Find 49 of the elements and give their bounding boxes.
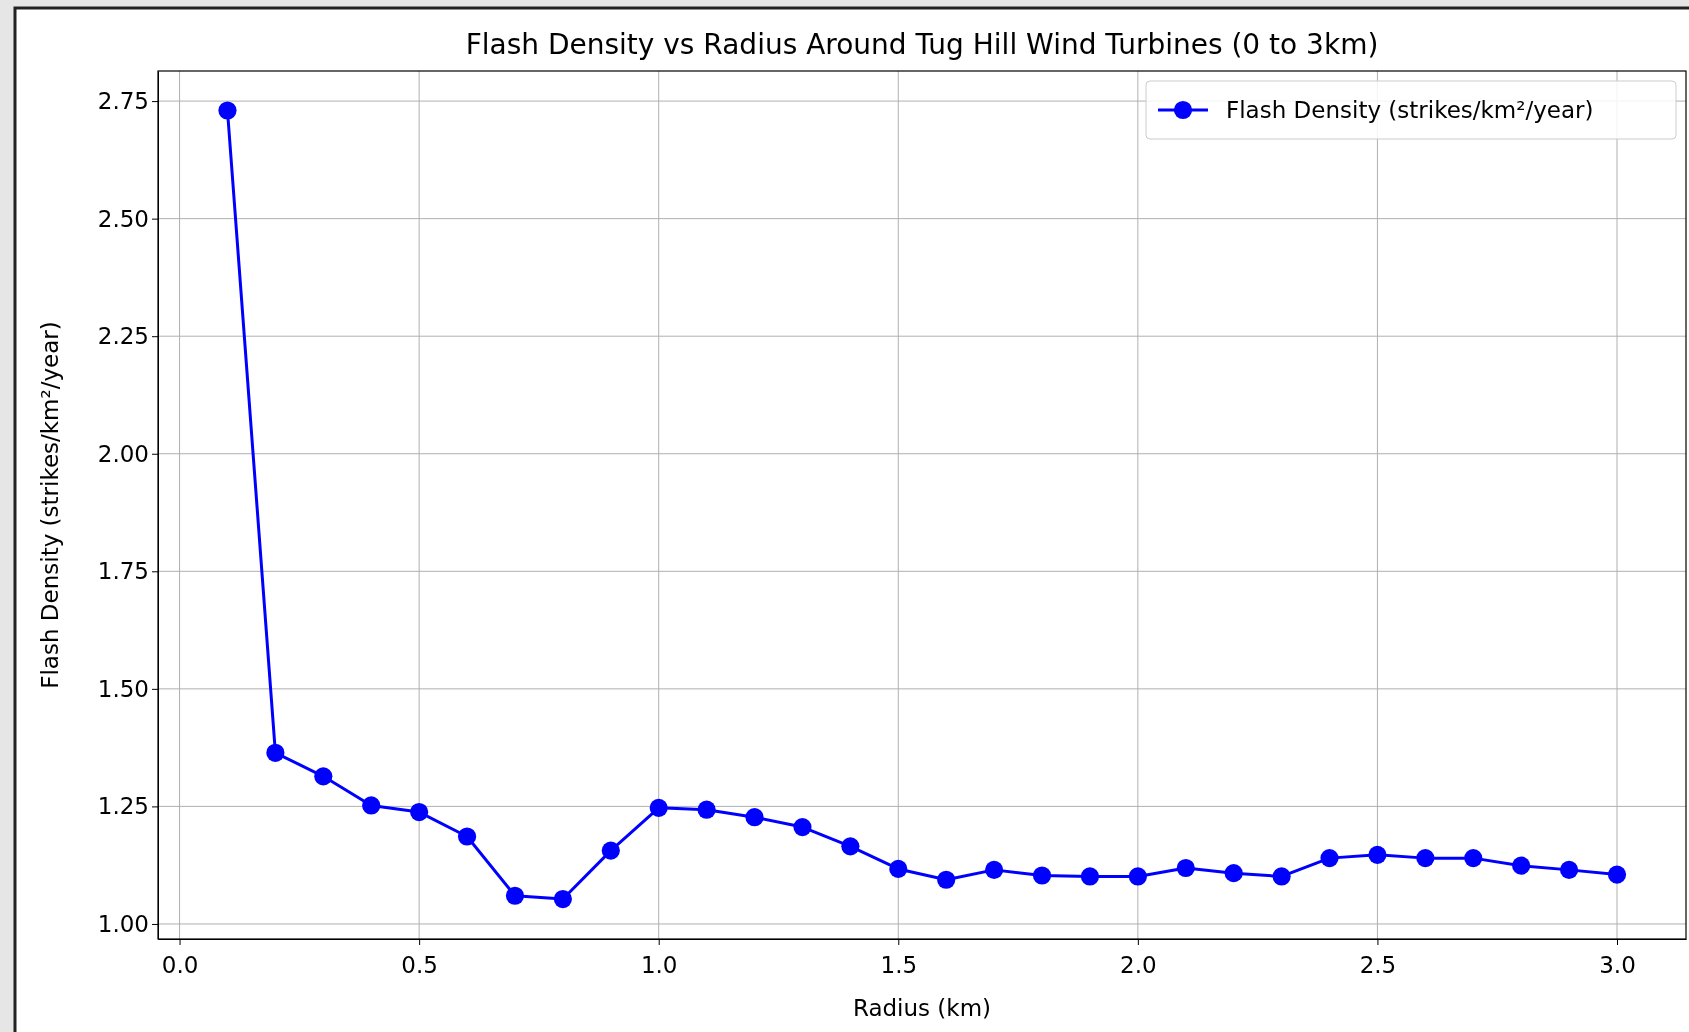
point	[1128, 867, 1147, 886]
point	[1464, 849, 1483, 868]
point	[1224, 864, 1243, 883]
y-tick-label: 2.00	[97, 440, 149, 467]
point	[793, 818, 812, 837]
point	[266, 743, 285, 762]
point	[1272, 867, 1291, 886]
x-tick-label: 1.0	[640, 952, 678, 979]
point	[1512, 856, 1531, 875]
point	[553, 889, 572, 909]
y-tick-label: 1.00	[97, 910, 149, 937]
y-tick-label: 2.75	[97, 87, 149, 114]
y-tick-label: 1.75	[97, 558, 149, 585]
y-axis-title: Flash Density (strikes/km²/year)	[37, 321, 63, 689]
y-tick-label: 1.25	[97, 793, 149, 820]
point	[985, 860, 1004, 879]
point	[1080, 867, 1100, 886]
x-axis-title: Radius (km)	[852, 995, 992, 1021]
x-tick-label: 2.0	[1120, 952, 1157, 979]
point	[841, 837, 860, 856]
x-tick-label: 1.5	[880, 952, 918, 979]
point	[505, 886, 525, 905]
point	[1320, 849, 1339, 868]
point	[1368, 845, 1387, 864]
point	[649, 798, 668, 817]
point	[1559, 860, 1579, 879]
point	[1416, 849, 1435, 868]
point	[218, 101, 237, 120]
point	[362, 796, 381, 815]
point	[410, 802, 429, 822]
x-tick-label: 2.5	[1359, 952, 1397, 979]
x-tick-label: 0.0	[161, 952, 199, 979]
y-tick-label: 1.50	[97, 675, 149, 702]
point	[697, 800, 716, 819]
point	[1176, 858, 1195, 878]
point	[889, 859, 908, 879]
point	[314, 767, 333, 786]
point	[1032, 866, 1052, 885]
point	[937, 870, 956, 889]
point	[601, 841, 620, 860]
point	[745, 808, 764, 827]
x-tick-label: 0.5	[401, 952, 438, 979]
y-tick-label: 2.25	[97, 323, 149, 350]
point	[457, 827, 477, 846]
x-tick-label: 3.0	[1599, 952, 1636, 979]
chart-title: Flash Density vs Radius Around Tug Hill Wind Turbines (0 to 3km)	[465, 28, 1379, 61]
legend-label: Flash Density (strikes/km²/year)	[1226, 97, 1594, 123]
y-tick-label: 2.50	[97, 205, 149, 232]
point	[1607, 865, 1627, 884]
